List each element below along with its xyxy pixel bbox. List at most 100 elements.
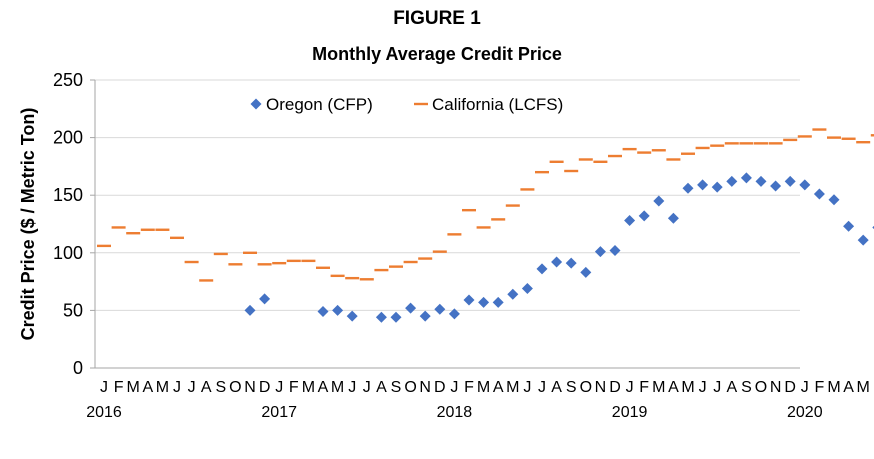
x-month-label: J bbox=[538, 379, 546, 396]
x-month-label: A bbox=[318, 379, 329, 396]
x-month-label: J bbox=[348, 379, 356, 396]
series-oregon bbox=[244, 172, 874, 323]
x-month-label: N bbox=[770, 379, 782, 396]
data-point-california bbox=[403, 260, 418, 264]
data-point-california bbox=[476, 226, 491, 229]
x-month-label: M bbox=[127, 379, 140, 396]
data-point-california bbox=[491, 218, 506, 221]
data-point-california bbox=[520, 188, 535, 191]
data-point-california bbox=[549, 160, 564, 163]
x-month-label: J bbox=[100, 379, 108, 396]
x-month-label: F bbox=[114, 379, 124, 396]
data-point-oregon bbox=[536, 263, 548, 275]
axes bbox=[90, 79, 800, 369]
x-month-label: D bbox=[609, 379, 621, 396]
x-month-label: A bbox=[551, 379, 562, 396]
data-point-oregon bbox=[813, 188, 825, 200]
data-point-california bbox=[286, 259, 301, 263]
y-tick-label: 50 bbox=[63, 300, 83, 320]
data-point-oregon bbox=[828, 194, 840, 206]
data-point-california bbox=[754, 142, 768, 145]
data-point-california bbox=[462, 208, 476, 212]
figure-label: FIGURE 1 bbox=[393, 8, 481, 29]
data-point-oregon bbox=[770, 180, 782, 192]
x-month-label: S bbox=[741, 379, 752, 396]
x-month-label: M bbox=[827, 379, 840, 396]
x-month-label: J bbox=[801, 379, 809, 396]
data-point-california bbox=[593, 160, 608, 163]
x-month-label: D bbox=[259, 379, 271, 396]
data-point-oregon bbox=[259, 293, 271, 305]
data-point-oregon bbox=[682, 182, 694, 194]
data-point-oregon bbox=[507, 288, 519, 300]
x-month-label: F bbox=[289, 379, 299, 396]
data-point-oregon bbox=[711, 181, 723, 193]
x-month-label: M bbox=[652, 379, 665, 396]
data-point-oregon bbox=[653, 195, 665, 207]
data-point-california bbox=[432, 250, 447, 253]
data-point-california bbox=[797, 135, 812, 138]
legend-label-california: California (LCFS) bbox=[432, 95, 563, 114]
data-point-oregon bbox=[492, 296, 504, 308]
data-point-california bbox=[345, 276, 360, 280]
x-month-label: M bbox=[331, 379, 344, 396]
x-year-label: 2020 bbox=[787, 404, 823, 421]
data-point-oregon bbox=[419, 310, 431, 322]
data-point-oregon bbox=[478, 296, 490, 308]
data-point-california bbox=[535, 170, 549, 174]
x-year-label: 2017 bbox=[261, 404, 297, 421]
y-tick-labels: 0 50 100 150 200 250 bbox=[53, 70, 83, 378]
x-month-label: A bbox=[376, 379, 387, 396]
data-point-oregon bbox=[390, 311, 402, 323]
data-point-oregon bbox=[463, 294, 475, 306]
data-point-oregon bbox=[697, 179, 709, 191]
legend-item-california: California (LCFS) bbox=[414, 95, 563, 114]
x-month-label: J bbox=[699, 379, 707, 396]
x-month-label: A bbox=[726, 379, 737, 396]
data-point-oregon bbox=[740, 172, 752, 184]
data-point-oregon bbox=[448, 308, 460, 320]
x-month-label: M bbox=[156, 379, 169, 396]
data-point-california bbox=[841, 137, 856, 140]
data-point-oregon bbox=[857, 234, 869, 246]
x-year-label: 2016 bbox=[86, 404, 122, 421]
data-point-california bbox=[184, 260, 199, 264]
data-point-california bbox=[389, 265, 403, 268]
data-point-california bbox=[827, 136, 841, 139]
x-month-label: O bbox=[229, 379, 241, 396]
x-month-label: A bbox=[201, 379, 212, 396]
data-point-california bbox=[228, 263, 243, 266]
y-tick-label: 0 bbox=[73, 358, 83, 378]
x-month-label: J bbox=[363, 379, 371, 396]
data-point-oregon bbox=[609, 244, 621, 256]
x-month-label: M bbox=[477, 379, 490, 396]
y-tick-label: 200 bbox=[53, 128, 83, 148]
legend-marker-diamond bbox=[250, 98, 262, 110]
data-point-oregon bbox=[667, 212, 679, 224]
data-point-oregon bbox=[346, 310, 358, 322]
data-point-california bbox=[739, 142, 754, 145]
data-point-oregon bbox=[784, 175, 796, 187]
x-month-label: D bbox=[434, 379, 446, 396]
x-month-label: O bbox=[580, 379, 592, 396]
x-month-label: F bbox=[815, 379, 825, 396]
chart-title: Monthly Average Credit Price bbox=[312, 44, 562, 64]
data-point-california bbox=[622, 147, 637, 151]
x-month-label: S bbox=[215, 379, 226, 396]
x-month-label: S bbox=[391, 379, 402, 396]
data-point-oregon bbox=[755, 175, 767, 187]
x-month-label: N bbox=[419, 379, 431, 396]
series-california bbox=[97, 128, 874, 282]
data-point-oregon bbox=[799, 179, 811, 191]
x-month-label: J bbox=[713, 379, 721, 396]
data-point-california bbox=[870, 134, 874, 137]
x-month-label: A bbox=[142, 379, 153, 396]
data-point-california bbox=[170, 236, 184, 240]
data-point-california bbox=[505, 204, 520, 207]
data-point-california bbox=[374, 268, 389, 272]
data-point-california bbox=[578, 158, 593, 161]
y-tick-label: 250 bbox=[53, 70, 83, 90]
x-month-label: O bbox=[755, 379, 767, 396]
y-axis-label: Credit Price ($ / Metric Ton) bbox=[18, 108, 38, 341]
